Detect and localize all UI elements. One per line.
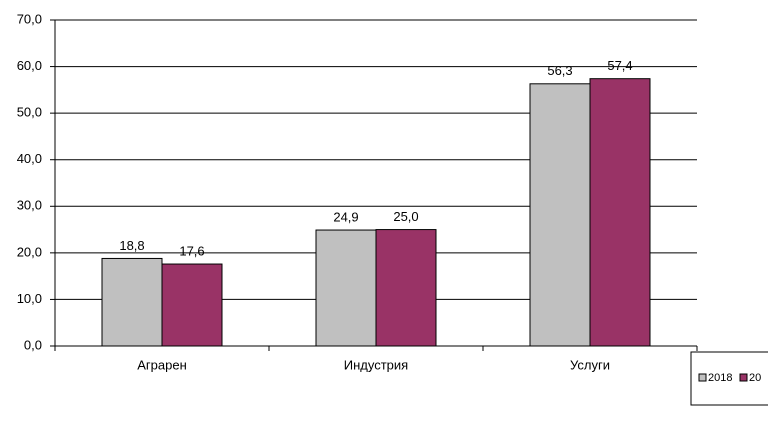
y-tick-label: 10,0 (17, 291, 42, 306)
y-tick-label: 40,0 (17, 151, 42, 166)
y-tick-label: 20,0 (17, 244, 42, 259)
x-tick-label: Аграрен (137, 357, 187, 372)
value-label: 25,0 (393, 209, 418, 224)
value-label: 18,8 (119, 238, 144, 253)
value-label: 57,4 (607, 58, 632, 73)
value-label: 56,3 (547, 63, 572, 78)
y-tick-label: 60,0 (17, 58, 42, 73)
bar (375, 229, 437, 347)
x-tick-label: Индустрия (344, 357, 408, 372)
bar (101, 257, 163, 347)
bar (315, 229, 377, 347)
y-tick-label: 70,0 (17, 11, 42, 26)
legend-label: 2018 (708, 372, 732, 384)
legend-swatch (698, 373, 707, 382)
bar (589, 78, 651, 347)
bar (529, 83, 591, 347)
y-tick-label: 0,0 (24, 337, 42, 352)
x-tick-label: Услуги (570, 357, 610, 372)
legend-label: 20 (749, 372, 761, 384)
y-tick-label: 30,0 (17, 198, 42, 213)
value-label: 17,6 (179, 243, 204, 258)
bar (161, 263, 223, 347)
y-tick-label: 50,0 (17, 105, 42, 120)
value-label: 24,9 (333, 209, 358, 224)
legend-swatch (739, 373, 748, 382)
